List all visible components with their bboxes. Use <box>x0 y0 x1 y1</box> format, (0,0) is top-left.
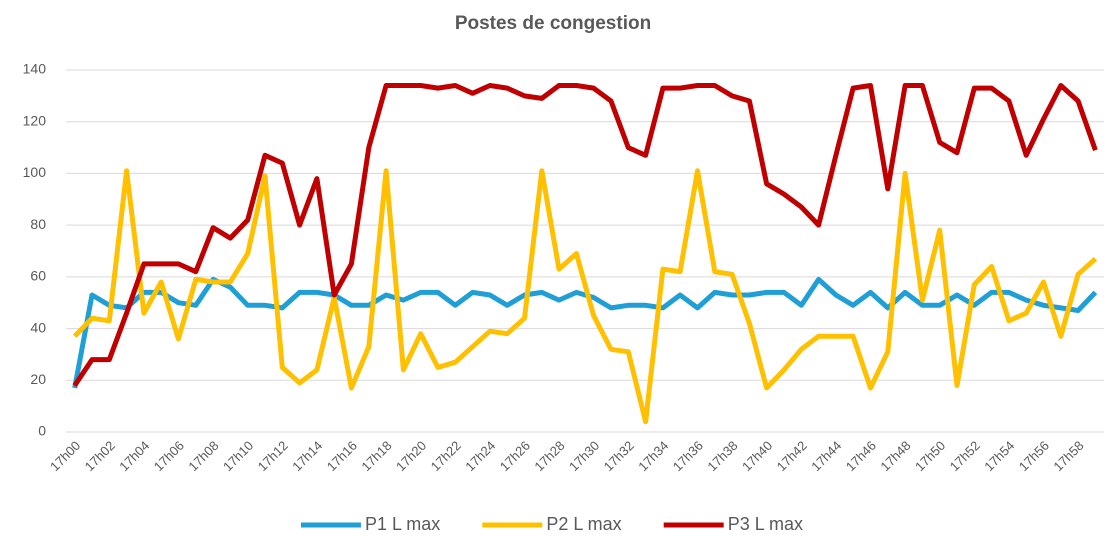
legend-label: P1 L max <box>365 514 440 534</box>
x-tick-label: 17h24 <box>462 438 498 474</box>
y-tick-label: 20 <box>30 371 46 387</box>
chart-title: Postes de congestion <box>455 13 651 34</box>
y-tick-label: 140 <box>23 61 47 77</box>
x-tick-label: 17h20 <box>393 438 429 474</box>
line-series <box>72 83 1098 387</box>
line-series <box>72 168 1098 425</box>
y-tick-label: 40 <box>30 319 46 335</box>
x-tick-label: 17h52 <box>947 438 983 474</box>
y-tick-label: 100 <box>23 164 47 180</box>
y-tick-label: 0 <box>38 423 46 439</box>
x-tick-label: 17h00 <box>47 438 83 474</box>
x-tick-label: 17h36 <box>670 438 706 474</box>
x-tick-label: 17h56 <box>1016 438 1052 474</box>
x-tick-label: 17h18 <box>358 438 394 474</box>
line-series <box>72 276 1098 389</box>
x-tick-label: 17h40 <box>739 438 775 474</box>
x-tick-label: 17h46 <box>843 438 879 474</box>
y-tick-label: 120 <box>23 112 47 128</box>
x-tick-label: 17h44 <box>808 438 844 474</box>
x-tick-label: 17h10 <box>220 438 256 474</box>
x-tick-label: 17h16 <box>324 438 360 474</box>
x-tick-label: 17h04 <box>116 438 152 474</box>
x-tick-label: 17h28 <box>531 438 567 474</box>
x-tick-label: 17h08 <box>185 438 221 474</box>
x-tick-label: 17h38 <box>704 438 740 474</box>
legend-label: P2 L max <box>546 514 621 534</box>
x-tick-label: 17h12 <box>255 438 291 474</box>
legend-label: P3 L max <box>728 514 803 534</box>
x-tick-label: 17h32 <box>601 438 637 474</box>
x-tick-label: 17h26 <box>497 438 533 474</box>
x-tick-label: 17h14 <box>289 438 325 474</box>
x-tick-label: 17h42 <box>774 438 810 474</box>
x-tick-label: 17h54 <box>981 438 1017 474</box>
x-tick-label: 17h22 <box>428 438 464 474</box>
y-tick-label: 60 <box>30 268 46 284</box>
y-tick-label: 80 <box>30 216 46 232</box>
x-tick-label: 17h58 <box>1050 438 1086 474</box>
x-tick-label: 17h34 <box>635 438 671 474</box>
x-tick-label: 17h50 <box>912 438 948 474</box>
x-tick-label: 17h30 <box>566 438 602 474</box>
x-tick-label: 17h02 <box>82 438 118 474</box>
x-tick-label: 17h48 <box>877 438 913 474</box>
x-tick-label: 17h06 <box>151 438 187 474</box>
